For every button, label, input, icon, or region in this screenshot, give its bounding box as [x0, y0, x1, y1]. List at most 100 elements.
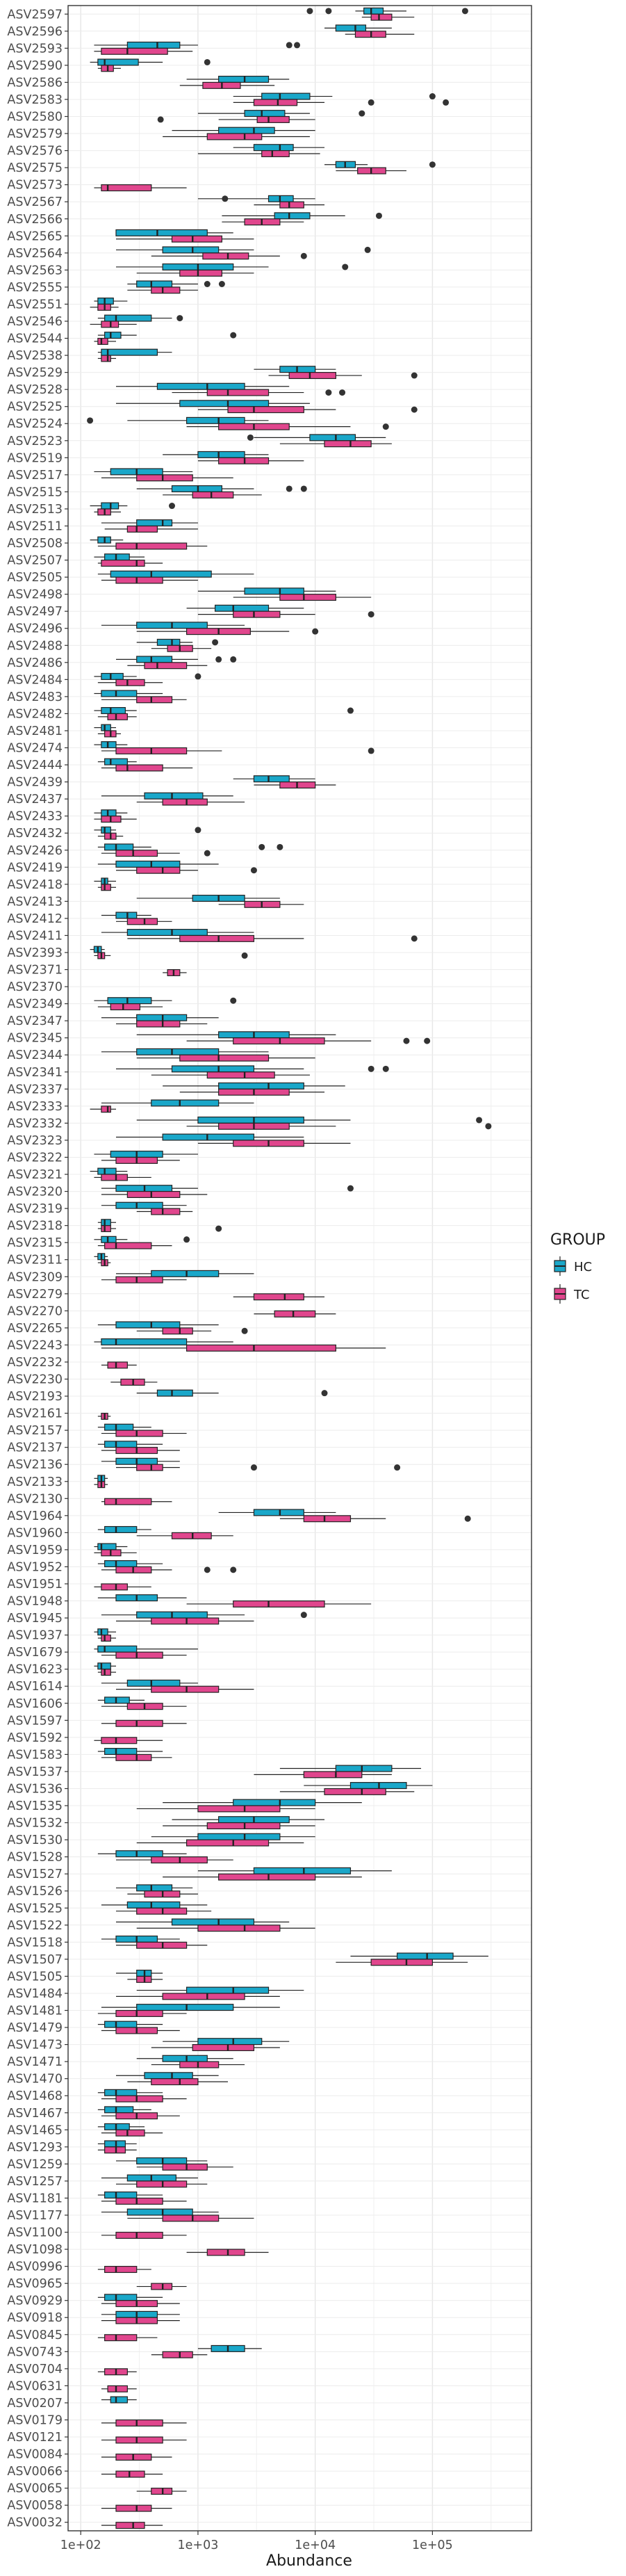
y-tick-label: ASV2511	[7, 519, 63, 533]
box-hc	[104, 553, 130, 561]
box-group-ASV2265	[97, 1321, 248, 1335]
y-tick-label: ASV1959	[7, 1544, 63, 1557]
box-group-ASV0918	[101, 2310, 180, 2324]
box-group-ASV2596	[324, 24, 415, 38]
box-group-ASV2567	[197, 195, 325, 209]
y-tick-label: ASV2157	[7, 1424, 63, 1438]
box-hc	[97, 1628, 108, 1636]
outlier-point	[368, 747, 374, 754]
y-tick-label: ASV2586	[7, 76, 63, 90]
box-tc	[101, 1737, 138, 1744]
y-tick-label: ASV2393	[7, 946, 63, 960]
box-group-ASV2564	[116, 246, 371, 260]
box-group-ASV0929	[97, 2294, 180, 2308]
y-tick-label: ASV1479	[7, 2021, 63, 2035]
box-hc	[136, 1884, 173, 1892]
box-group-ASV2439	[233, 775, 336, 789]
box-hc	[244, 110, 286, 118]
box-group-ASV2565	[115, 229, 254, 243]
box-tc	[101, 884, 111, 891]
box-group-ASV2481	[94, 724, 121, 738]
outlier-point	[443, 99, 450, 106]
box-group-ASV1526	[116, 1884, 198, 1898]
y-tick-label: ASV2439	[7, 776, 63, 790]
y-tick-label: ASV1525	[7, 1902, 63, 1915]
box-tc	[115, 1429, 163, 1437]
y-tick-label: ASV2497	[7, 605, 63, 619]
box-tc	[101, 184, 152, 192]
y-tick-label: ASV2270	[7, 1304, 63, 1318]
box-group-ASV0743	[151, 2344, 262, 2358]
box-tc	[104, 1242, 152, 1249]
box-tc	[136, 1941, 188, 1949]
box-tc	[324, 440, 372, 448]
box-group-ASV1948	[97, 1594, 372, 1607]
box-group-ASV1473	[151, 2038, 290, 2052]
box-tc	[110, 1003, 141, 1011]
box-hc	[104, 2089, 138, 2096]
outlier-point	[204, 850, 211, 857]
box-tc	[115, 2129, 145, 2137]
box-tc	[115, 576, 163, 584]
box-group-ASV2347	[101, 1014, 219, 1028]
box-tc	[136, 696, 173, 704]
box-hc	[104, 1525, 138, 1533]
box-group-ASV0631	[101, 2385, 137, 2392]
y-tick-label: ASV0965	[7, 2277, 63, 2291]
box-hc	[253, 1509, 304, 1516]
outlier-point	[230, 1566, 237, 1573]
y-tick-label: ASV0179	[7, 2413, 63, 2427]
box-group-ASV1536	[279, 1782, 433, 1795]
box-tc	[151, 1685, 220, 1693]
box-group-ASV2319	[101, 1201, 193, 1215]
box-hc	[101, 348, 158, 356]
box-hc	[101, 724, 111, 731]
y-tick-label: ASV1100	[7, 2226, 63, 2240]
box-group-ASV0058	[101, 2504, 172, 2512]
box-tc	[218, 1873, 316, 1881]
box-tc	[136, 1464, 163, 1471]
legend: GROUP HC TC	[550, 1231, 605, 1304]
outlier-point	[176, 315, 183, 322]
box-tc	[179, 1054, 270, 1062]
box-hc	[162, 246, 220, 254]
box-tc	[324, 1788, 386, 1795]
y-tick-label: ASV1592	[7, 1731, 63, 1745]
box-group-ASV1479	[97, 2020, 180, 2034]
box-group-ASV1532	[163, 1816, 325, 1830]
box-group-ASV2279	[233, 1293, 325, 1301]
y-tick-label: ASV2507	[7, 554, 63, 568]
box-tc	[101, 1174, 128, 1181]
box-hc	[214, 604, 270, 612]
box-tc	[202, 252, 249, 260]
box-group-ASV2323	[116, 1133, 351, 1147]
box-group-ASV2371	[163, 969, 187, 976]
y-tick-label: ASV2564	[7, 247, 63, 261]
box-group-ASV1470	[116, 2072, 229, 2086]
box-hc	[101, 809, 117, 817]
y-tick-label: ASV2315	[7, 1236, 63, 1250]
y-tick-label: ASV2496	[7, 622, 63, 636]
box-group-ASV2320	[101, 1185, 354, 1199]
box-hc	[253, 1867, 352, 1874]
box-hc	[104, 2106, 134, 2114]
y-tick-label: ASV2318	[7, 1220, 63, 1233]
y-tick-label: ASV2486	[7, 656, 63, 670]
box-tc	[136, 866, 181, 874]
y-tick-label: ASV2321	[7, 1168, 63, 1182]
y-tick-label: ASV2563	[7, 264, 63, 277]
y-tick-label: ASV2193	[7, 1390, 63, 1404]
y-tick-label: ASV2349	[7, 998, 63, 1012]
box-hc	[104, 2140, 126, 2148]
outlier-point	[429, 93, 436, 100]
box-group-ASV1614	[101, 1679, 254, 1693]
y-tick-label: ASV2523	[7, 435, 63, 448]
box-group-ASV2590	[90, 58, 211, 72]
x-tick-label: 1e+02	[60, 2538, 101, 2552]
box-hc	[186, 1986, 270, 1994]
box-group-ASV1257	[101, 2174, 208, 2188]
box-hc	[171, 485, 222, 493]
box-group-ASV1530	[136, 1833, 315, 1847]
box-group-ASV2488	[136, 638, 219, 652]
x-axis-title: Abundance	[266, 2552, 352, 2570]
